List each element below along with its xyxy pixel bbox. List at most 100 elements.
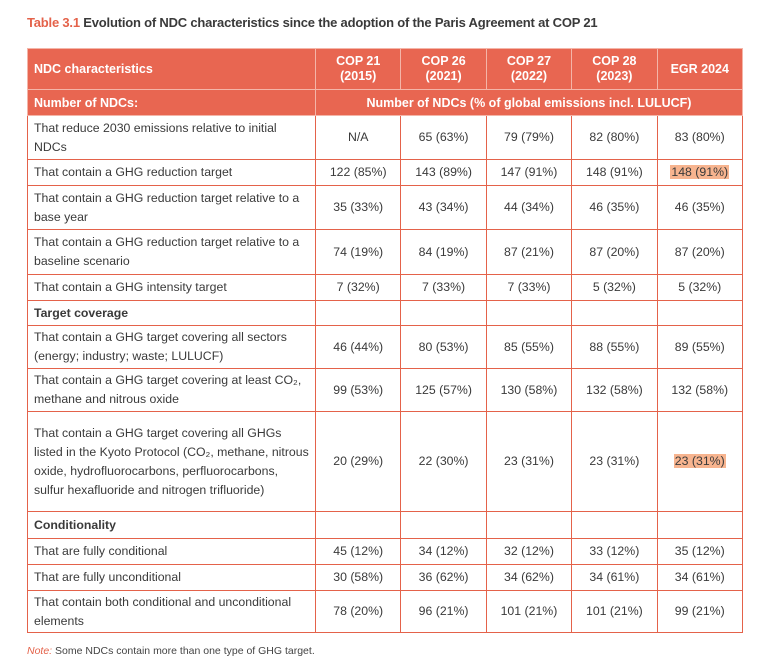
cell-value: 23 (31%) bbox=[589, 454, 640, 468]
value-cell: 34 (12%) bbox=[400, 538, 487, 565]
ndc-characteristics-table: NDC characteristics COP 21 (2015) COP 26(… bbox=[27, 48, 743, 633]
value-cell: 89 (55%) bbox=[656, 325, 743, 369]
cell-value: 87 (20%) bbox=[674, 244, 725, 259]
cell-value: 87 (21%) bbox=[504, 244, 554, 259]
header-ndc-characteristics: NDC characteristics bbox=[27, 48, 316, 90]
cell-value: 96 (21%) bbox=[418, 604, 469, 618]
table-note: Note: Some NDCs contain more than one ty… bbox=[27, 645, 315, 657]
cell-value: 132 (58%) bbox=[585, 382, 643, 397]
cell-value: 122 (85%) bbox=[329, 165, 387, 179]
value-cell: 23 (31%) bbox=[571, 411, 658, 512]
row-label: That contain a GHG target covering all s… bbox=[27, 325, 316, 369]
value-cell: 132 (58%) bbox=[571, 368, 658, 412]
row-label: That are fully unconditional bbox=[27, 564, 316, 591]
value-cell: 46 (35%) bbox=[571, 185, 658, 230]
cell-value: 5 (32%) bbox=[678, 280, 722, 294]
row-label: That contain a GHG reduction target bbox=[27, 159, 316, 186]
row-label: That contain a GHG target covering all G… bbox=[27, 411, 316, 512]
cell-value: 74 (19%) bbox=[333, 244, 384, 259]
empty-cell bbox=[400, 300, 487, 326]
value-cell: 7 (33%) bbox=[400, 274, 487, 301]
value-cell: 148 (91%) bbox=[656, 159, 743, 186]
cell-value: 87 (20%) bbox=[589, 244, 640, 259]
header-cop28: COP 28 (2023) bbox=[571, 48, 658, 90]
table-title-text: Evolution of NDC characteristics since t… bbox=[83, 15, 598, 30]
value-cell: 34 (61%) bbox=[571, 564, 658, 591]
table-row: That contain a GHG reduction target rela… bbox=[27, 229, 743, 275]
row-label: That contain both conditional and uncond… bbox=[27, 590, 316, 633]
cell-value: 99 (53%) bbox=[333, 382, 384, 397]
highlighted-value: 148 (91%) bbox=[670, 165, 730, 179]
cell-value: 7 (33%) bbox=[422, 280, 466, 294]
cell-value: 34 (61%) bbox=[674, 570, 725, 584]
cell-value: 22 (30%) bbox=[418, 454, 469, 468]
value-cell: 99 (53%) bbox=[314, 368, 402, 412]
value-cell: 36 (62%) bbox=[400, 564, 487, 591]
cell-value: 46 (35%) bbox=[589, 200, 640, 214]
value-cell: 5 (32%) bbox=[571, 274, 658, 301]
header-cop26: COP 26 (2021) bbox=[400, 48, 487, 90]
row-label: That are fully conditional bbox=[27, 538, 316, 565]
cell-value: 30 (58%) bbox=[333, 570, 384, 584]
header-egr2024: EGR 2024 bbox=[656, 48, 743, 90]
value-cell: 7 (33%) bbox=[485, 274, 573, 301]
row-label: That reduce 2030 emissions relative to i… bbox=[27, 115, 316, 160]
value-cell: 87 (21%) bbox=[485, 229, 573, 275]
value-cell: 35 (12%) bbox=[656, 538, 743, 565]
cell-value: 130 (58%) bbox=[500, 382, 558, 397]
value-cell: 20 (29%) bbox=[314, 411, 402, 512]
value-cell: 99 (21%) bbox=[656, 590, 743, 633]
value-cell: 44 (34%) bbox=[485, 185, 573, 230]
value-cell: 125 (57%) bbox=[400, 368, 487, 412]
note-prefix: Note: bbox=[27, 645, 53, 657]
empty-cell bbox=[314, 300, 402, 326]
value-cell: 74 (19%) bbox=[314, 229, 402, 275]
cell-value: 147 (91%) bbox=[500, 165, 558, 179]
table-row: That are fully conditional 45 (12%) 34 (12… bbox=[27, 538, 743, 565]
cell-value: 36 (62%) bbox=[418, 570, 469, 584]
table-row: That contain a GHG target covering all G… bbox=[27, 411, 743, 512]
value-cell: 34 (62%) bbox=[485, 564, 573, 591]
cell-value: 44 (34%) bbox=[504, 200, 554, 214]
table-row: That contain a GHG reduction target rela… bbox=[27, 185, 743, 230]
value-cell: 35 (33%) bbox=[314, 185, 402, 230]
table-row: That are fully unconditional 30 (58%) 36 (… bbox=[27, 564, 743, 591]
value-cell: 45 (12%) bbox=[314, 538, 402, 565]
row-label: That contain a GHG intensity target bbox=[27, 274, 316, 301]
empty-cell bbox=[656, 300, 743, 326]
cell-value: 99 (21%) bbox=[674, 604, 725, 618]
empty-cell bbox=[400, 511, 487, 539]
table-row: That reduce 2030 emissions relative to i… bbox=[27, 115, 743, 160]
value-cell: 65 (63%) bbox=[400, 115, 487, 160]
cell-value: 43 (34%) bbox=[418, 200, 469, 214]
cell-value: 33 (12%) bbox=[589, 544, 640, 558]
value-cell: 46 (44%) bbox=[314, 325, 402, 369]
value-cell: 79 (79%) bbox=[485, 115, 573, 160]
cell-value: 83 (80%) bbox=[674, 130, 725, 144]
value-cell: 101 (21%) bbox=[485, 590, 573, 633]
row-label: That contain a GHG reduction target rela… bbox=[27, 185, 316, 230]
cell-value: 125 (57%) bbox=[415, 382, 472, 397]
value-cell: 43 (34%) bbox=[400, 185, 487, 230]
value-cell: 80 (53%) bbox=[400, 325, 487, 369]
header-cop21: COP 21 (2015) bbox=[314, 48, 402, 90]
cell-value: 65 (63%) bbox=[418, 130, 469, 144]
empty-cell bbox=[571, 511, 658, 539]
cell-value: 132 (58%) bbox=[671, 382, 729, 397]
cell-value: 80 (53%) bbox=[418, 339, 469, 354]
cell-value: 82 (80%) bbox=[589, 130, 640, 144]
cell-value: 88 (55%) bbox=[589, 339, 640, 354]
table-row: That contain a GHG reduction target 122 (… bbox=[27, 159, 743, 186]
cell-value: 79 (79%) bbox=[504, 130, 554, 144]
header-row: NDC characteristics COP 21 (2015) COP 26(… bbox=[27, 48, 743, 90]
empty-cell bbox=[485, 511, 573, 539]
cell-value: 46 (44%) bbox=[333, 339, 384, 354]
cell-value: 7 (32%) bbox=[336, 280, 380, 294]
section-label: Target coverage bbox=[27, 300, 316, 326]
value-cell: 87 (20%) bbox=[656, 229, 743, 275]
cell-value: 84 (19%) bbox=[418, 244, 469, 259]
table-number: Table 3.1 bbox=[27, 15, 80, 30]
value-cell: 132 (58%) bbox=[656, 368, 743, 412]
cell-value: 85 (55%) bbox=[504, 339, 554, 354]
empty-cell bbox=[485, 300, 573, 326]
